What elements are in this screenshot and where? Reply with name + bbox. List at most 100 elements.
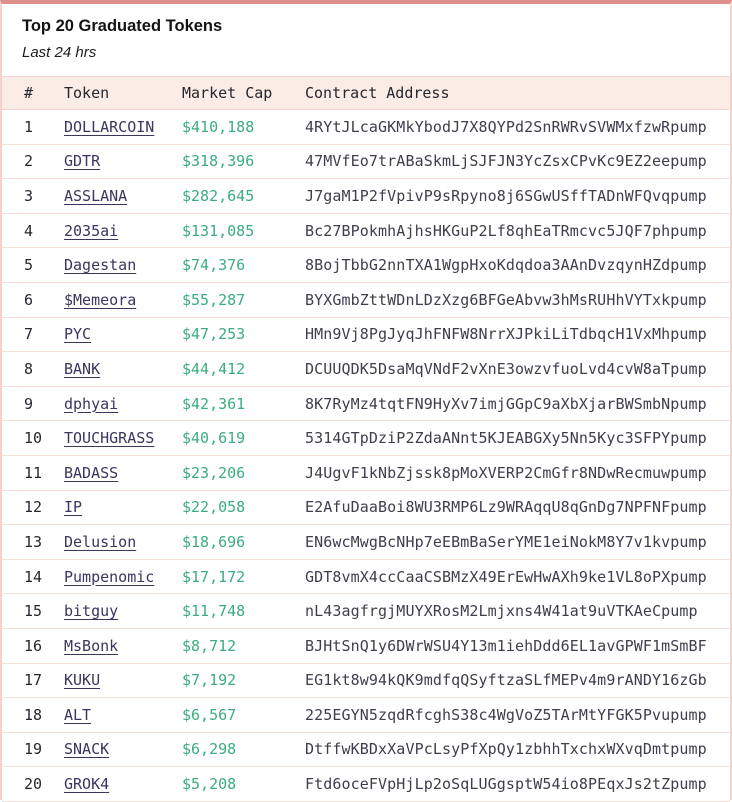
- table-row: 4 2035ai $131,085 Bc27BPokmhAjhsHKGuP2Lf…: [2, 213, 730, 249]
- rank-cell: 20: [2, 766, 64, 802]
- table-row: 5 Dagestan $74,376 8BojTbbG2nnTXA1WgpHxo…: [2, 247, 730, 283]
- market-cap-cell: $40,619: [182, 420, 305, 456]
- market-cap-cell: $17,172: [182, 559, 305, 595]
- table-row: 16 MsBonk $8,712 BJHtSnQ1y6DWrWSU4Y13m1i…: [2, 628, 730, 664]
- contract-address-cell: 8K7RyMz4tqtFN9HyXv7imjGGpC9aXbXjarBWSmbN…: [305, 386, 730, 422]
- contract-address-cell: EG1kt8w94kQK9mdfqQSyftzaSLfMEPv4m9rANDY1…: [305, 663, 730, 699]
- rank-cell: 17: [2, 663, 64, 699]
- market-cap-cell: $6,567: [182, 697, 305, 733]
- col-header-market-cap: Market Cap: [182, 76, 305, 110]
- contract-address-cell: 47MVfEo7trABaSkmLjSJFJN3YcZsxCPvKc9EZ2ee…: [305, 144, 730, 180]
- contract-address-cell: E2AfuDaaBoi8WU3RMP6Lz9WRAqqU8qGnDg7NPFNF…: [305, 490, 730, 526]
- rank-cell: 2: [2, 144, 64, 180]
- token-link[interactable]: TOUCHGRASS: [64, 429, 155, 448]
- market-cap-cell: $18,696: [182, 524, 305, 560]
- contract-address-cell: Ftd6oceFVpHjLp2oSqLUGgsptW54io8PEqxJs2tZ…: [305, 766, 730, 802]
- panel-header: Top 20 Graduated Tokens Last 24 hrs: [2, 4, 730, 76]
- table-row: 19 SNACK $6,298 DtffwKBDxXaVPcLsyPfXpQy1…: [2, 732, 730, 768]
- contract-address-cell: J7gaM1P2fVpivP9sRpyno8j6SGwUSffTADnWFQvq…: [305, 178, 730, 214]
- token-link[interactable]: PYC: [64, 325, 92, 344]
- rank-cell: 16: [2, 628, 64, 664]
- token-link[interactable]: BADASS: [64, 463, 119, 482]
- token-link[interactable]: Dagestan: [64, 256, 137, 275]
- rank-cell: 4: [2, 213, 64, 249]
- token-link[interactable]: BANK: [64, 359, 101, 378]
- table-row: 13 Delusion $18,696 EN6wcMwgBcNHp7eEBmBa…: [2, 524, 730, 560]
- contract-address-cell: EN6wcMwgBcNHp7eEBmBaSerYME1eiNokM8Y7v1kv…: [305, 524, 730, 560]
- market-cap-cell: $410,188: [182, 109, 305, 145]
- rank-cell: 3: [2, 178, 64, 214]
- token-link[interactable]: ASSLANA: [64, 186, 128, 205]
- token-link[interactable]: GDTR: [64, 152, 101, 171]
- token-link[interactable]: Pumpenomic: [64, 567, 155, 586]
- rank-cell: 19: [2, 732, 64, 768]
- table-row: 6 $Memeora $55,287 BYXGmbZttWDnLDzXzg6BF…: [2, 282, 730, 318]
- col-header-rank: #: [2, 76, 64, 110]
- contract-address-cell: 5314GTpDziP2ZdaANnt5KJEABGXy5Nn5Kyc3SFPY…: [305, 420, 730, 456]
- rank-cell: 1: [2, 109, 64, 145]
- table-row: 17 KUKU $7,192 EG1kt8w94kQK9mdfqQSyftzaS…: [2, 663, 730, 699]
- token-link[interactable]: SNACK: [64, 740, 110, 759]
- rank-cell: 15: [2, 593, 64, 629]
- contract-address-cell: GDT8vmX4ccCaaCSBMzX49ErEwHwAXh9ke1VL8oPX…: [305, 559, 730, 595]
- market-cap-cell: $55,287: [182, 282, 305, 318]
- table-row: 1 DOLLARCOIN $410,188 4RYtJLcaGKMkYbodJ7…: [2, 109, 730, 145]
- market-cap-cell: $44,412: [182, 351, 305, 387]
- contract-address-cell: BJHtSnQ1y6DWrWSU4Y13m1iehDdd6EL1avGPWF1m…: [305, 628, 730, 664]
- contract-address-cell: Bc27BPokmhAjhsHKGuP2Lf8qhEaTRmcvc5JQF7ph…: [305, 213, 730, 249]
- market-cap-cell: $282,645: [182, 178, 305, 214]
- table-row: 14 Pumpenomic $17,172 GDT8vmX4ccCaaCSBMz…: [2, 559, 730, 595]
- contract-address-cell: HMn9Vj8PgJyqJhFNFW8NrrXJPkiLiTdbqcH1VxMh…: [305, 317, 730, 353]
- graduated-tokens-panel: Top 20 Graduated Tokens Last 24 hrs # To…: [2, 4, 730, 802]
- market-cap-cell: $23,206: [182, 455, 305, 491]
- contract-address-cell: DCUUQDK5DsaMqVNdF2vXnE3owzvfuoLvd4cvW8aT…: [305, 351, 730, 387]
- table-row: 7 PYC $47,253 HMn9Vj8PgJyqJhFNFW8NrrXJPk…: [2, 317, 730, 353]
- tokens-table-body: 1 DOLLARCOIN $410,188 4RYtJLcaGKMkYbodJ7…: [2, 109, 730, 802]
- table-row: 12 IP $22,058 E2AfuDaaBoi8WU3RMP6Lz9WRAq…: [2, 490, 730, 526]
- market-cap-cell: $6,298: [182, 732, 305, 768]
- token-link[interactable]: GROK4: [64, 775, 110, 794]
- token-link[interactable]: KUKU: [64, 671, 101, 690]
- page-subtitle: Last 24 hrs: [22, 44, 97, 61]
- contract-address-cell: 8BojTbbG2nnTXA1WgpHxoKdqdoa3AAnDvzqynHZd…: [305, 247, 730, 283]
- table-row: 15 bitguy $11,748 nL43agfrgjMUYXRosM2Lmj…: [2, 593, 730, 629]
- table-row: 3 ASSLANA $282,645 J7gaM1P2fVpivP9sRpyno…: [2, 178, 730, 214]
- market-cap-cell: $131,085: [182, 213, 305, 249]
- contract-address-cell: DtffwKBDxXaVPcLsyPfXpQy1zbhhTxchxWXvqDmt…: [305, 732, 730, 768]
- tokens-table: # Token Market Cap Contract Address 1 DO…: [2, 76, 730, 802]
- token-link[interactable]: MsBonk: [64, 636, 119, 655]
- token-link[interactable]: DOLLARCOIN: [64, 117, 155, 136]
- rank-cell: 6: [2, 282, 64, 318]
- market-cap-cell: $11,748: [182, 593, 305, 629]
- token-link[interactable]: 2035ai: [64, 221, 119, 240]
- col-header-token: Token: [64, 76, 182, 110]
- contract-address-cell: BYXGmbZttWDnLDzXzg6BFGeAbvw3hMsRUHhVYTxk…: [305, 282, 730, 318]
- rank-cell: 9: [2, 386, 64, 422]
- rank-cell: 13: [2, 524, 64, 560]
- table-row: 20 GROK4 $5,208 Ftd6oceFVpHjLp2oSqLUGgsp…: [2, 766, 730, 802]
- token-link[interactable]: bitguy: [64, 602, 119, 621]
- token-link[interactable]: IP: [64, 498, 83, 517]
- rank-cell: 8: [2, 351, 64, 387]
- table-header-row: # Token Market Cap Contract Address: [2, 76, 730, 110]
- market-cap-cell: $42,361: [182, 386, 305, 422]
- table-row: 11 BADASS $23,206 J4UgvF1kNbZjssk8pMoXVE…: [2, 455, 730, 491]
- market-cap-cell: $318,396: [182, 144, 305, 180]
- market-cap-cell: $22,058: [182, 490, 305, 526]
- market-cap-cell: $8,712: [182, 628, 305, 664]
- contract-address-cell: 4RYtJLcaGKMkYbodJ7X8QYPd2SnRWRvSVWMxfzwR…: [305, 109, 730, 145]
- token-link[interactable]: Delusion: [64, 532, 137, 551]
- contract-address-cell: 225EGYN5zqdRfcghS38c4WgVoZ5TArMtYFGK5Pvu…: [305, 697, 730, 733]
- rank-cell: 5: [2, 247, 64, 283]
- token-link[interactable]: $Memeora: [64, 290, 137, 309]
- market-cap-cell: $74,376: [182, 247, 305, 283]
- table-row: 10 TOUCHGRASS $40,619 5314GTpDziP2ZdaANn…: [2, 420, 730, 456]
- market-cap-cell: $47,253: [182, 317, 305, 353]
- market-cap-cell: $7,192: [182, 663, 305, 699]
- token-link[interactable]: dphyai: [64, 394, 119, 413]
- token-link[interactable]: ALT: [64, 705, 92, 724]
- rank-cell: 12: [2, 490, 64, 526]
- contract-address-cell: J4UgvF1kNbZjssk8pMoXVERP2CmGfr8NDwRecmuw…: [305, 455, 730, 491]
- table-row: 2 GDTR $318,396 47MVfEo7trABaSkmLjSJFJN3…: [2, 144, 730, 180]
- market-cap-cell: $5,208: [182, 766, 305, 802]
